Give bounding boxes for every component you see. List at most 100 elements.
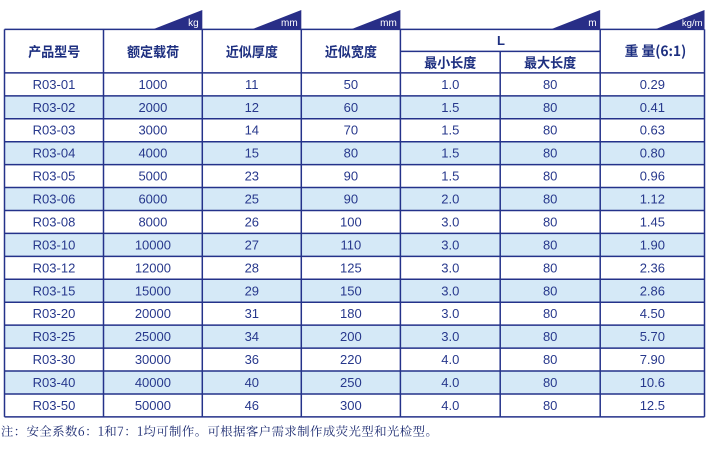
svg-text:30000: 30000 xyxy=(135,352,171,367)
svg-text:1.0: 1.0 xyxy=(441,77,459,92)
svg-text:15000: 15000 xyxy=(135,283,171,298)
svg-text:1.5: 1.5 xyxy=(441,169,459,184)
svg-text:80: 80 xyxy=(543,260,557,275)
svg-text:4000: 4000 xyxy=(138,146,167,161)
svg-text:14: 14 xyxy=(245,123,259,138)
svg-text:80: 80 xyxy=(543,329,557,344)
svg-text:80: 80 xyxy=(543,352,557,367)
svg-text:300: 300 xyxy=(340,398,362,413)
svg-text:80: 80 xyxy=(543,100,557,115)
svg-text:0.41: 0.41 xyxy=(640,100,665,115)
svg-text:10.6: 10.6 xyxy=(640,375,665,390)
svg-text:R03-25: R03-25 xyxy=(33,329,76,344)
svg-text:R03-03: R03-03 xyxy=(33,123,76,138)
svg-text:3.0: 3.0 xyxy=(441,237,459,252)
svg-text:180: 180 xyxy=(340,306,362,321)
svg-text:70: 70 xyxy=(344,123,358,138)
svg-text:12.5: 12.5 xyxy=(640,398,665,413)
svg-text:1.90: 1.90 xyxy=(640,237,665,252)
svg-text:R03-40: R03-40 xyxy=(33,375,76,390)
svg-text:L: L xyxy=(497,33,505,48)
svg-text:11: 11 xyxy=(245,77,259,92)
svg-text:110: 110 xyxy=(340,237,361,252)
svg-text:3.0: 3.0 xyxy=(441,329,459,344)
svg-text:250: 250 xyxy=(340,375,362,390)
svg-text:0.29: 0.29 xyxy=(640,77,665,92)
svg-text:15: 15 xyxy=(245,146,259,161)
svg-text:kg/m: kg/m xyxy=(682,18,703,29)
svg-text:25: 25 xyxy=(245,192,259,207)
svg-text:40000: 40000 xyxy=(135,375,171,390)
svg-text:28: 28 xyxy=(245,260,259,275)
svg-text:46: 46 xyxy=(245,398,259,413)
svg-text:100: 100 xyxy=(340,214,362,229)
svg-text:2.36: 2.36 xyxy=(640,260,665,275)
svg-text:80: 80 xyxy=(543,237,557,252)
svg-text:80: 80 xyxy=(543,123,557,138)
svg-text:3000: 3000 xyxy=(138,123,167,138)
svg-text:10000: 10000 xyxy=(135,237,171,252)
svg-text:27: 27 xyxy=(245,237,259,252)
svg-text:1.12: 1.12 xyxy=(640,192,665,207)
svg-text:31: 31 xyxy=(245,306,259,321)
svg-text:25000: 25000 xyxy=(135,329,171,344)
svg-text:20000: 20000 xyxy=(135,306,171,321)
svg-text:23: 23 xyxy=(245,169,259,184)
svg-text:29: 29 xyxy=(245,283,259,298)
svg-text:6000: 6000 xyxy=(138,192,167,207)
svg-text:80: 80 xyxy=(543,283,557,298)
svg-text:4.0: 4.0 xyxy=(441,352,459,367)
svg-text:8000: 8000 xyxy=(138,214,167,229)
svg-text:80: 80 xyxy=(543,398,557,413)
svg-text:36: 36 xyxy=(245,352,259,367)
svg-text:R03-10: R03-10 xyxy=(33,237,76,252)
svg-text:1.45: 1.45 xyxy=(640,214,665,229)
svg-text:4.0: 4.0 xyxy=(441,398,459,413)
svg-text:R03-05: R03-05 xyxy=(33,169,76,184)
svg-text:200: 200 xyxy=(340,329,362,344)
svg-text:0.96: 0.96 xyxy=(640,169,665,184)
svg-text:40: 40 xyxy=(245,375,259,390)
svg-text:60: 60 xyxy=(344,100,358,115)
svg-text:2000: 2000 xyxy=(138,100,167,115)
svg-text:2.86: 2.86 xyxy=(640,283,665,298)
svg-text:50000: 50000 xyxy=(135,398,171,413)
svg-text:1000: 1000 xyxy=(138,77,167,92)
svg-text:R03-15: R03-15 xyxy=(33,283,76,298)
svg-text:80: 80 xyxy=(543,306,557,321)
svg-text:3.0: 3.0 xyxy=(441,214,459,229)
svg-text:3.0: 3.0 xyxy=(441,283,459,298)
svg-text:2.0: 2.0 xyxy=(441,192,459,207)
svg-text:34: 34 xyxy=(245,329,259,344)
svg-text:0.63: 0.63 xyxy=(640,123,665,138)
svg-text:R03-30: R03-30 xyxy=(33,352,76,367)
svg-text:50: 50 xyxy=(344,77,358,92)
svg-text:80: 80 xyxy=(543,375,557,390)
svg-text:150: 150 xyxy=(340,283,362,298)
svg-text:m: m xyxy=(588,18,596,29)
svg-text:0.80: 0.80 xyxy=(640,146,665,161)
svg-text:3.0: 3.0 xyxy=(441,260,459,275)
svg-text:R03-12: R03-12 xyxy=(33,260,76,275)
svg-text:mm: mm xyxy=(281,18,298,29)
svg-text:R03-06: R03-06 xyxy=(33,192,76,207)
svg-text:R03-08: R03-08 xyxy=(33,214,76,229)
svg-text:kg: kg xyxy=(188,18,199,29)
svg-text:1.5: 1.5 xyxy=(441,123,459,138)
svg-text:26: 26 xyxy=(245,214,259,229)
svg-text:mm: mm xyxy=(380,18,397,29)
svg-text:R03-01: R03-01 xyxy=(33,77,76,92)
svg-text:3.0: 3.0 xyxy=(441,306,459,321)
svg-text:80: 80 xyxy=(543,77,557,92)
svg-text:12: 12 xyxy=(245,100,259,115)
svg-text:80: 80 xyxy=(543,146,557,161)
svg-text:R03-50: R03-50 xyxy=(33,398,76,413)
svg-text:7.90: 7.90 xyxy=(640,352,665,367)
svg-text:R03-02: R03-02 xyxy=(33,100,76,115)
svg-text:1.5: 1.5 xyxy=(441,100,459,115)
svg-text:R03-20: R03-20 xyxy=(33,306,76,321)
svg-text:1.5: 1.5 xyxy=(441,146,459,161)
svg-text:90: 90 xyxy=(344,169,358,184)
svg-text:4.50: 4.50 xyxy=(640,306,665,321)
svg-text:80: 80 xyxy=(543,214,557,229)
